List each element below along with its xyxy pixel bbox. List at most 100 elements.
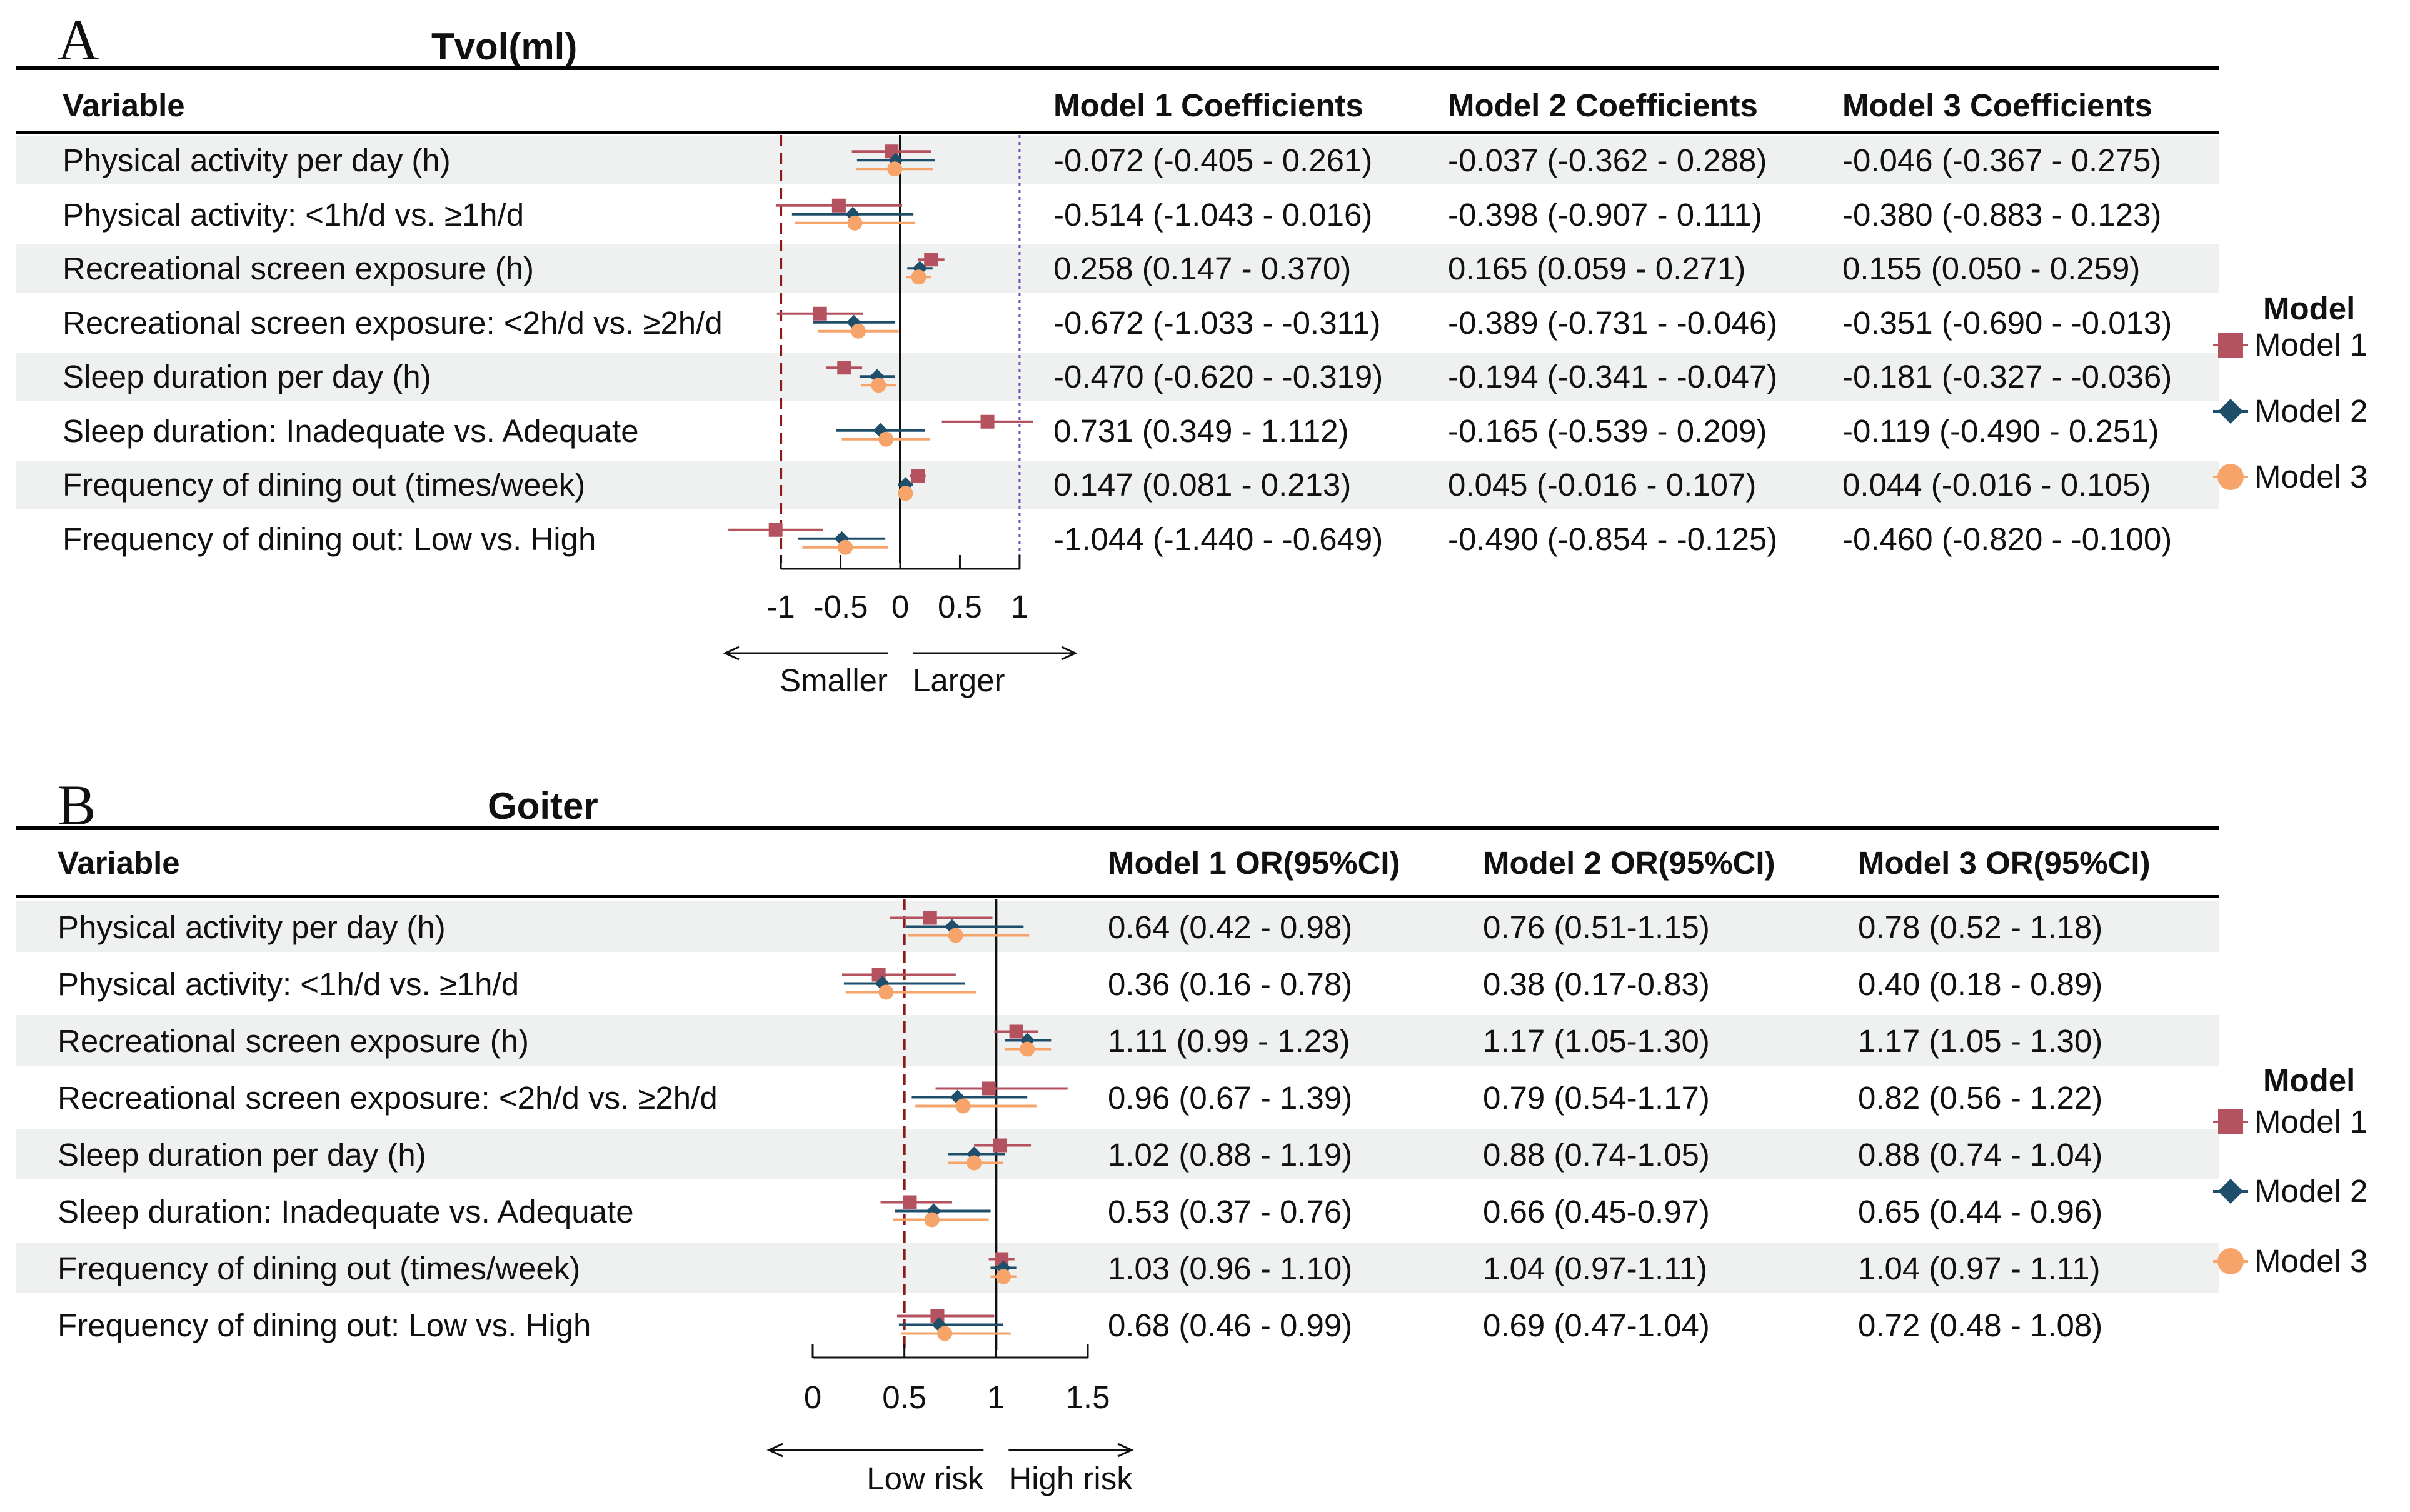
variable-label: Recreational screen exposure (h) <box>58 1023 530 1059</box>
estimate-cell-model-1: 0.53 (0.37 - 0.76) <box>1108 1193 1353 1229</box>
estimate-cell-model-2: 0.76 (0.51-1.15) <box>1483 909 1710 945</box>
estimate-cell-model-2: 1.17 (1.05-1.30) <box>1483 1023 1710 1059</box>
x-tick-label: -1 <box>766 589 795 624</box>
legend-key-diamond <box>2218 399 2243 424</box>
panel-title: Goiter <box>488 785 598 827</box>
estimate-cell-model-2: 0.66 (0.45-0.97) <box>1483 1193 1710 1229</box>
row-shade <box>16 1129 2219 1179</box>
row-shade <box>16 901 2219 952</box>
x-tick-label: 1 <box>987 1379 1005 1415</box>
variable-label: Physical activity per day (h) <box>58 909 446 945</box>
x-tick-label: 0 <box>804 1379 821 1415</box>
estimate-cell-model-3: -0.460 (-0.820 - -0.100) <box>1842 521 2172 557</box>
column-header-model-3: Model 3 Coefficients <box>1842 88 2152 123</box>
point-model-1-square <box>813 306 827 321</box>
direction-label-left: Smaller <box>780 663 888 698</box>
estimate-cell-model-2: 0.69 (0.47-1.04) <box>1483 1307 1710 1343</box>
point-model-1-square <box>924 253 938 267</box>
estimate-cell-model-3: 0.65 (0.44 - 0.96) <box>1858 1193 2103 1229</box>
variable-label: Frequency of dining out (times/week) <box>58 1250 581 1286</box>
legend-key-diamond <box>2218 1179 2243 1204</box>
variable-label: Recreational screen exposure: <2h/d vs. … <box>63 304 723 341</box>
point-model-3-circle <box>996 1269 1012 1284</box>
x-tick-label: 0.5 <box>882 1379 926 1415</box>
estimate-cell-model-3: 0.82 (0.56 - 1.22) <box>1858 1079 2103 1116</box>
legend-label-model-3: Model 3 <box>2254 459 2368 494</box>
estimate-cell-model-2: 0.045 (-0.016 - 0.107) <box>1448 467 1757 503</box>
header-top-rule <box>16 826 2219 830</box>
legend-title: Model <box>2263 1063 2356 1098</box>
estimate-cell-model-2: -0.398 (-0.907 - 0.111) <box>1448 196 1762 233</box>
point-model-1-square <box>982 1081 996 1096</box>
variable-label: Frequency of dining out: Low vs. High <box>58 1307 591 1343</box>
legend-label-model-1: Model 1 <box>2254 1104 2368 1139</box>
estimate-cell-model-1: 1.02 (0.88 - 1.19) <box>1108 1136 1353 1173</box>
estimate-cell-model-1: 0.36 (0.16 - 0.78) <box>1108 966 1353 1002</box>
arrowhead-right <box>1117 1443 1134 1458</box>
estimate-cell-model-2: 1.04 (0.97-1.11) <box>1483 1250 1708 1286</box>
row-shade <box>16 353 2219 401</box>
estimate-cell-model-2: 0.79 (0.54-1.17) <box>1483 1079 1710 1116</box>
point-model-3-circle <box>887 161 903 177</box>
estimate-cell-model-3: 1.04 (0.97 - 1.11) <box>1858 1250 2101 1286</box>
point-model-3-circle <box>850 323 866 339</box>
panel-letter: A <box>58 8 99 72</box>
estimate-cell-model-1: -0.672 (-1.033 - -0.311) <box>1053 304 1381 341</box>
point-model-3-circle <box>878 984 894 1000</box>
estimate-cell-model-1: 0.731 (0.349 - 1.112) <box>1053 413 1349 449</box>
point-model-1-square <box>831 198 846 213</box>
point-model-1-square <box>837 361 851 375</box>
panel-letter: B <box>58 773 96 837</box>
variable-label: Frequency of dining out: Low vs. High <box>63 521 596 557</box>
column-header-model-1: Model 1 OR(95%CI) <box>1108 845 1400 881</box>
estimate-cell-model-3: 0.88 (0.74 - 1.04) <box>1858 1136 2103 1173</box>
arrowhead-right <box>1061 646 1078 661</box>
point-model-1-square <box>923 911 937 925</box>
point-model-3-circle <box>898 486 913 501</box>
legend-key-square <box>2218 333 2243 358</box>
row-shade <box>16 1243 2219 1293</box>
estimate-cell-model-1: 0.68 (0.46 - 0.99) <box>1108 1307 1353 1343</box>
point-model-1-square <box>911 469 925 483</box>
point-model-3-circle <box>967 1155 982 1171</box>
x-tick-label: 0 <box>891 589 909 624</box>
estimate-cell-model-1: 0.96 (0.67 - 1.39) <box>1108 1079 1353 1116</box>
legend-key-circle <box>2217 464 2244 490</box>
legend-label-model-2: Model 2 <box>2254 1173 2368 1209</box>
variable-label: Sleep duration per day (h) <box>63 359 431 395</box>
column-header-model-2: Model 2 OR(95%CI) <box>1483 845 1775 881</box>
x-tick-label: 1 <box>1011 589 1028 624</box>
estimate-cell-model-3: 0.044 (-0.016 - 0.105) <box>1842 467 2151 503</box>
point-model-1-square <box>980 414 995 429</box>
legend-key-circle <box>2217 1248 2244 1274</box>
estimate-cell-model-3: -0.181 (-0.327 - -0.036) <box>1842 359 2172 395</box>
row-shade <box>16 461 2219 509</box>
variable-label: Sleep duration per day (h) <box>58 1136 426 1173</box>
variable-label: Sleep duration: Inadequate vs. Adequate <box>63 413 639 449</box>
direction-label-right: Larger <box>913 663 1005 698</box>
estimate-cell-model-3: -0.380 (-0.883 - 0.123) <box>1842 196 2162 233</box>
column-header-model-2: Model 2 Coefficients <box>1448 88 1758 123</box>
estimate-cell-model-3: 0.72 (0.48 - 1.08) <box>1858 1307 2103 1343</box>
point-model-3-circle <box>937 1326 953 1341</box>
variable-label: Physical activity: <1h/d vs. ≥1h/d <box>63 196 525 233</box>
estimate-cell-model-2: -0.490 (-0.854 - -0.125) <box>1448 521 1778 557</box>
header-bottom-rule <box>16 131 2219 134</box>
estimate-cell-model-1: 1.03 (0.96 - 1.10) <box>1108 1250 1353 1286</box>
estimate-cell-model-2: -0.037 (-0.362 - 0.288) <box>1448 143 1767 179</box>
x-tick-label: -0.5 <box>813 589 868 624</box>
estimate-cell-model-2: 0.38 (0.17-0.83) <box>1483 966 1710 1002</box>
estimate-cell-model-3: 0.155 (0.050 - 0.259) <box>1842 251 2141 287</box>
estimate-cell-model-1: 0.64 (0.42 - 0.98) <box>1108 909 1353 945</box>
variable-label: Physical activity per day (h) <box>63 143 451 179</box>
estimate-cell-model-3: 1.17 (1.05 - 1.30) <box>1858 1023 2103 1059</box>
variable-label: Sleep duration: Inadequate vs. Adequate <box>58 1193 634 1229</box>
variable-label: Frequency of dining out (times/week) <box>63 467 586 503</box>
x-tick-label: 0.5 <box>938 589 982 624</box>
estimate-cell-model-3: 0.78 (0.52 - 1.18) <box>1858 909 2103 945</box>
point-model-3-circle <box>847 215 863 231</box>
point-model-3-circle <box>924 1212 940 1228</box>
